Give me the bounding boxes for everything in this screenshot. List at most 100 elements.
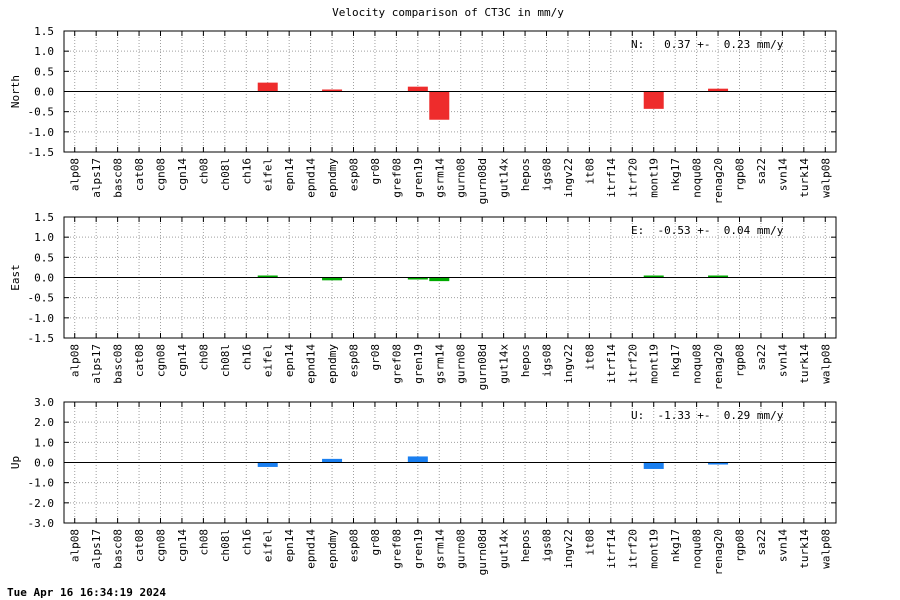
bar-epndmy — [322, 458, 343, 463]
x-tick-label: ch08 — [197, 529, 210, 556]
x-tick-label: renag20 — [712, 529, 725, 575]
x-tick-label: eifel — [262, 344, 275, 377]
x-tick-label: ch16 — [240, 529, 253, 556]
x-tick-label: sa22 — [755, 529, 768, 556]
x-tick-label: alps17 — [90, 158, 103, 198]
y-tick-label: -0.5 — [28, 292, 55, 305]
bar-epndmy — [322, 89, 343, 92]
y-tick-label: -1.0 — [28, 126, 55, 139]
bar-gren19 — [407, 86, 428, 92]
x-tick-label: alp08 — [69, 529, 82, 562]
x-tick-label: itrf14 — [605, 344, 618, 384]
x-tick-label: svn14 — [776, 158, 789, 191]
x-tick-label: eifel — [262, 158, 275, 191]
x-tick-label: ch08 — [197, 158, 210, 185]
y-tick-label: 1.5 — [34, 211, 54, 224]
y-tick-label: 0.5 — [34, 251, 54, 264]
bar-mont19 — [643, 275, 664, 278]
x-tick-label: basc08 — [112, 344, 125, 384]
x-tick-label: gsrm14 — [433, 529, 446, 569]
x-tick-label: itrf20 — [626, 344, 639, 384]
x-tick-label: gren19 — [412, 158, 425, 198]
bar-gren19 — [407, 277, 428, 280]
x-tick-label: gsrm14 — [433, 344, 446, 384]
x-tick-label: epnd14 — [305, 529, 318, 569]
x-tick-label: gref08 — [390, 344, 403, 384]
x-tick-label: ch16 — [240, 344, 253, 371]
x-tick-label: alps17 — [90, 344, 103, 384]
y-tick-label: -1.5 — [28, 332, 55, 345]
x-tick-label: gut14x — [498, 529, 511, 569]
y-tick-label: -1.0 — [28, 312, 55, 325]
x-tick-label: gr08 — [369, 158, 382, 185]
x-tick-label: walp08 — [819, 529, 832, 569]
x-tick-label: cat08 — [133, 158, 146, 191]
x-tick-label: rgp08 — [734, 158, 747, 191]
x-tick-label: gsrm14 — [433, 158, 446, 198]
x-tick-label: hepos — [519, 529, 532, 562]
x-tick-label: cgn14 — [176, 158, 189, 191]
panel-up: 3.0 2.0 1.0 0.0 -1.0 -2.0 -3.0 alp08 alps17 basc0… — [9, 396, 837, 575]
x-tick-label: turk14 — [798, 158, 811, 198]
x-tick-label: epndmy — [326, 158, 339, 198]
x-tick-label: gr08 — [369, 529, 382, 556]
x-tick-label: epndmy — [326, 344, 339, 384]
y-tick-label: 1.0 — [34, 231, 54, 244]
x-tick-label: itrf20 — [626, 529, 639, 569]
y-tick-label: 1.0 — [34, 45, 54, 58]
y-tick-label: -1.5 — [28, 146, 55, 159]
x-tick-label: rgp08 — [734, 529, 747, 562]
chart-title: Velocity comparison of CT3C in mm/y — [332, 6, 564, 19]
plot-frame — [63, 216, 837, 339]
x-tick-label: igs08 — [541, 529, 554, 562]
x-tick-label: turk14 — [798, 344, 811, 384]
x-tick-label: itrf14 — [605, 158, 618, 198]
y-tick-label: -3.0 — [28, 517, 55, 530]
x-tick-label: cgn08 — [155, 529, 168, 562]
x-tick-label: renag20 — [712, 158, 725, 204]
bar-mont19 — [643, 91, 664, 109]
x-tick-label: mont19 — [648, 158, 661, 198]
bar-renag20 — [708, 88, 729, 92]
bar-eifel — [257, 275, 278, 278]
bar-renag20 — [708, 275, 729, 278]
x-tick-label: sa22 — [755, 158, 768, 185]
velocity-annotation: E: -0.53 +- 0.04 mm/y — [631, 224, 784, 237]
x-tick-label: gref08 — [390, 158, 403, 198]
x-tick-label: walp08 — [819, 344, 832, 384]
bar-gren19 — [407, 456, 428, 463]
y-tick-label: 0.5 — [34, 65, 54, 78]
x-tick-label: gut14x — [498, 158, 511, 198]
x-tick-label: cat08 — [133, 344, 146, 377]
x-tick-label: itrf20 — [626, 158, 639, 198]
y-tick-label: 1.5 — [34, 25, 54, 38]
x-tick-label: gut14x — [498, 344, 511, 384]
x-tick-label: ingv22 — [562, 529, 575, 569]
bar-renag20 — [708, 462, 729, 465]
x-tick-label: esp08 — [348, 529, 361, 562]
x-tick-label: itrf14 — [605, 529, 618, 569]
bar-gsrm14 — [429, 91, 450, 120]
velocity-annotation: N: 0.37 +- 0.23 mm/y — [631, 38, 784, 51]
x-tick-label: mont19 — [648, 344, 661, 384]
plot-frame — [63, 30, 837, 153]
y-axis-label: North — [9, 75, 22, 108]
y-tick-label: 2.0 — [34, 416, 54, 429]
x-tick-label: ch08l — [219, 529, 232, 562]
y-tick-label: 3.0 — [34, 396, 54, 409]
x-tick-label: rgp08 — [734, 344, 747, 377]
y-axis-label: East — [9, 264, 22, 291]
panel-north: 1.5 1.0 0.5 0.0 -0.5 -1.0 -1.5 alp08 alps17 basc0… — [9, 25, 837, 204]
x-tick-label: gurn08 — [455, 344, 468, 384]
x-tick-label: igs08 — [541, 344, 554, 377]
x-tick-label: nkg17 — [669, 529, 682, 562]
x-tick-label: epn14 — [283, 158, 296, 191]
x-tick-label: igs08 — [541, 158, 554, 191]
x-tick-label: gurn08d — [476, 529, 489, 575]
panel-east: 1.5 1.0 0.5 0.0 -0.5 -1.0 -1.5 alp08 alps17 basc0… — [9, 211, 837, 390]
x-tick-label: gurn08d — [476, 344, 489, 390]
x-tick-label: svn14 — [776, 344, 789, 377]
x-tick-label: alps17 — [90, 529, 103, 569]
x-tick-label: epn14 — [283, 529, 296, 562]
